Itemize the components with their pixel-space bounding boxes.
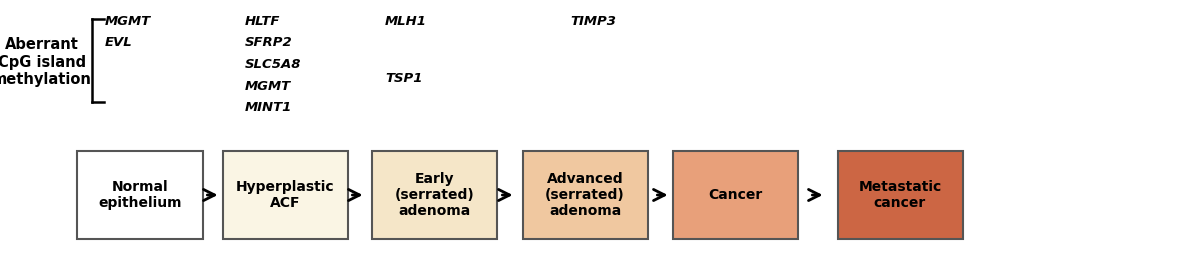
Text: Advanced
(serrated)
adenoma: Advanced (serrated) adenoma xyxy=(545,172,625,218)
Text: Normal
epithelium: Normal epithelium xyxy=(98,180,182,210)
Text: Cancer: Cancer xyxy=(707,188,762,202)
Text: SFRP2: SFRP2 xyxy=(245,36,292,50)
FancyBboxPatch shape xyxy=(523,151,647,239)
Text: MINT1: MINT1 xyxy=(245,101,292,114)
FancyBboxPatch shape xyxy=(78,151,202,239)
Text: MGMT: MGMT xyxy=(245,79,291,93)
FancyBboxPatch shape xyxy=(373,151,498,239)
FancyBboxPatch shape xyxy=(222,151,348,239)
Text: Metastatic
cancer: Metastatic cancer xyxy=(859,180,942,210)
FancyBboxPatch shape xyxy=(838,151,963,239)
Text: SLC5A8: SLC5A8 xyxy=(245,58,302,71)
Text: Hyperplastic
ACF: Hyperplastic ACF xyxy=(235,180,335,210)
Text: MGMT: MGMT xyxy=(105,15,151,28)
Text: TIMP3: TIMP3 xyxy=(570,15,616,28)
Text: TSP1: TSP1 xyxy=(384,72,422,85)
FancyBboxPatch shape xyxy=(672,151,797,239)
Text: HLTF: HLTF xyxy=(245,15,280,28)
Text: Aberrant
CpG island
methylation: Aberrant CpG island methylation xyxy=(0,37,92,87)
Text: MLH1: MLH1 xyxy=(384,15,427,28)
Text: EVL: EVL xyxy=(105,36,132,50)
Text: Early
(serrated)
adenoma: Early (serrated) adenoma xyxy=(395,172,474,218)
